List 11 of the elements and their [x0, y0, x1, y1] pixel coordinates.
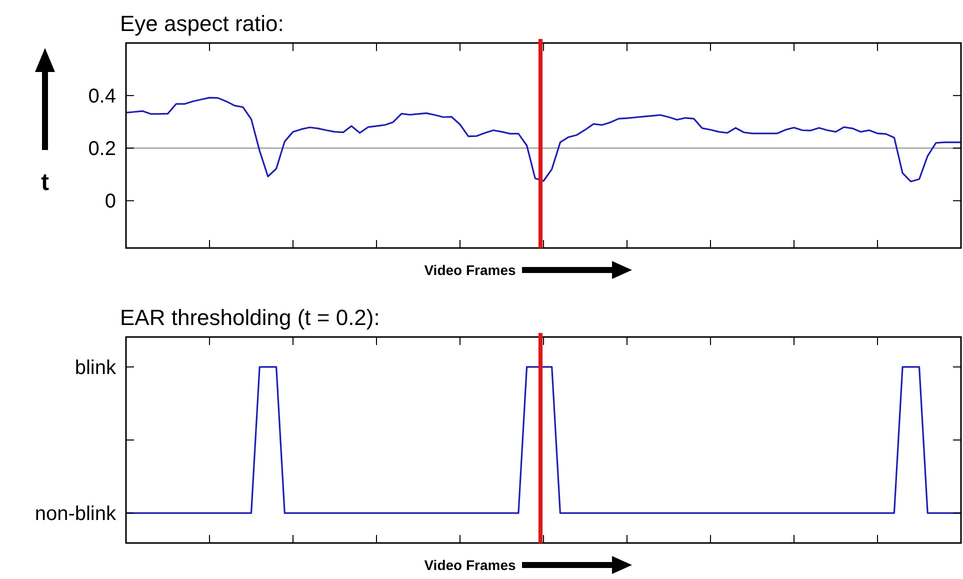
- text: non-blink: [34, 503, 117, 526]
- y-axis-title: t: [41, 169, 49, 196]
- x-axis-title: Video Frames: [424, 557, 516, 573]
- text: blink: [74, 356, 117, 379]
- y-tick-label: 0.4: [88, 86, 116, 108]
- y-tick-label: 0: [104, 190, 116, 213]
- chart-title: Eye aspect ratio:: [120, 11, 284, 36]
- x-axis-title: Video Frames: [424, 262, 516, 278]
- chart-title: EAR thresholding (t = 0.2):: [120, 305, 380, 330]
- y-tick-label: 0.2: [88, 138, 116, 160]
- line-series: [125, 96, 962, 182]
